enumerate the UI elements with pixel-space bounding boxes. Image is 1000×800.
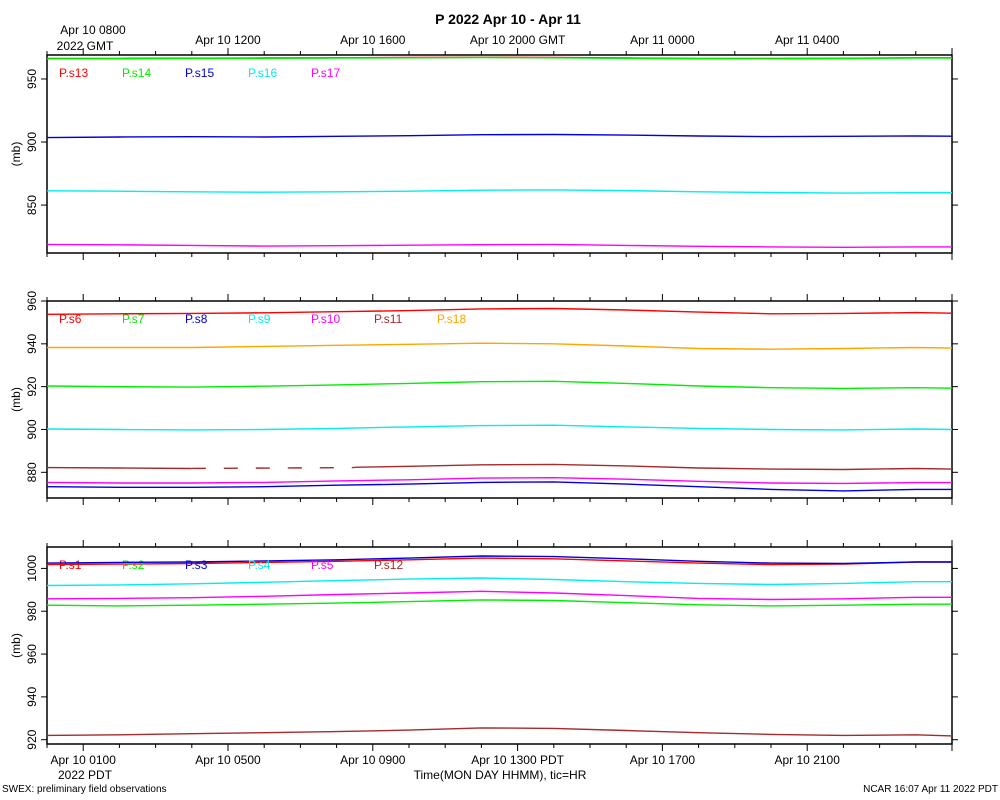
y-tick-label: 940 <box>25 687 39 707</box>
legend-label-P-s2: P.s2 <box>122 558 145 572</box>
footer-left-note: SWEX: preliminary field observations <box>2 784 167 795</box>
x-tick-label-gmt: Apr 10 2000 GMT <box>470 33 566 47</box>
series-line-P-s11 <box>46 463 953 471</box>
x-tick-label-pdt: Apr 10 0500 <box>195 753 261 767</box>
x-tick-label-pdt: Apr 10 2100 <box>775 753 841 767</box>
series-line-P-s18 <box>47 342 953 350</box>
legend-label-P-s17: P.s17 <box>311 66 340 80</box>
series-line-P-s7 <box>46 380 953 390</box>
series-line-P-s17 <box>46 243 952 249</box>
y-tick-label: 920 <box>25 729 39 749</box>
plot-frame <box>46 300 953 499</box>
x-tick-label-pdt: Apr 10 1700 <box>630 753 696 767</box>
y-tick-label: 1000 <box>25 555 39 582</box>
y-tick-label: 880 <box>25 462 39 482</box>
series-line-P-s1 <box>46 557 952 566</box>
series-line-P-s4 <box>46 577 952 587</box>
series-line-P-s2 <box>46 599 952 607</box>
legend-label-P-s7: P.s7 <box>122 312 145 326</box>
legend-label-P-s13: P.s13 <box>59 66 88 80</box>
x-tick-label-gmt: Apr 10 1200 <box>195 33 261 47</box>
x-tick-label-pdt: Apr 10 1300 PDT <box>471 753 564 767</box>
legend-label-P-s16: P.s16 <box>248 66 277 80</box>
series-line-P-s16 <box>46 189 952 194</box>
y-axis-label: (mb) <box>9 633 23 658</box>
series-line-P-s6 <box>46 307 953 315</box>
legend-label-P-s1: P.s1 <box>59 558 82 572</box>
top-left-timezone: 2022 GMT <box>57 39 114 53</box>
series-gap-mask <box>191 465 355 472</box>
y-tick-label: 950 <box>25 69 39 89</box>
plot-frame <box>46 54 953 254</box>
series-line-P-s8 <box>46 481 952 492</box>
legend-label-P-s9: P.s9 <box>248 312 271 326</box>
legend-label-P-s15: P.s15 <box>185 66 214 80</box>
legend-label-P-s18: P.s18 <box>437 312 466 326</box>
series-line-P-s5 <box>46 590 952 601</box>
y-tick-label: 920 <box>25 376 39 396</box>
legend-label-P-s4: P.s4 <box>248 558 271 572</box>
series-dashed-segment <box>191 466 355 470</box>
y-axis-label: (mb) <box>9 142 23 167</box>
series-line-P-s14 <box>46 56 952 60</box>
y-tick-label: 940 <box>25 333 39 353</box>
x-tick-label-gmt: Apr 10 1600 <box>340 33 406 47</box>
series-line-P-s12 <box>46 727 953 737</box>
legend-label-P-s6: P.s6 <box>59 312 82 326</box>
footer-right-note: NCAR 16:07 Apr 11 2022 PDT <box>863 784 998 795</box>
x-tick-label-pdt: Apr 10 0900 <box>340 753 406 767</box>
panels-group: 850 900 950 (mb) P.s13 P.s14 P.s15 P.s16 P.s17 88… <box>9 33 958 767</box>
series-line-P-s15 <box>46 133 953 139</box>
series-line-P-s9 <box>46 424 953 431</box>
panel-3: 920 940 960 980 1000 (mb) P.s1 P.s2 P.s3 P.s4 P.s5… <box>9 540 958 751</box>
series-line-P-s10 <box>46 476 952 485</box>
y-axis-label: (mb) <box>9 387 23 412</box>
y-tick-label: 980 <box>25 601 39 621</box>
x-tick-label-gmt: Apr 11 0000 <box>630 33 695 47</box>
x-tick-label-pdt: Apr 10 0100 <box>51 753 117 767</box>
legend-label-P-s8: P.s8 <box>185 312 208 326</box>
chart-title: P 2022 Apr 10 - Apr 11 <box>435 11 581 27</box>
x-axis-label: Time(MON DAY HHMM), tic=HR <box>414 768 587 782</box>
legend-label-P-s12: P.s12 <box>374 558 403 572</box>
series-line-P-s3 <box>46 555 952 565</box>
y-tick-label: 900 <box>25 132 39 152</box>
y-tick-label: 960 <box>25 291 39 311</box>
plot-frame <box>46 546 953 745</box>
legend-label-P-s3: P.s3 <box>185 558 208 572</box>
y-tick-label: 850 <box>25 195 39 215</box>
panel-1: 850 900 950 (mb) P.s13 P.s14 P.s15 P.s16 P.s17 <box>9 48 958 260</box>
legend-label-P-s14: P.s14 <box>122 66 151 80</box>
panel-2: 880 900 920 940 960 (mb) P.s6 P.s7 P.s8 P.s9 P.s10… <box>9 291 958 505</box>
x-tick-label-gmt: Apr 11 0400 <box>775 33 840 47</box>
y-tick-label: 900 <box>25 419 39 439</box>
top-left-time: Apr 10 0800 <box>60 23 126 37</box>
legend-label-P-s10: P.s10 <box>311 312 340 326</box>
bottom-left-timezone: 2022 PDT <box>58 768 113 782</box>
y-tick-label: 960 <box>25 644 39 664</box>
legend-label-P-s11: P.s11 <box>374 312 403 326</box>
legend-label-P-s5: P.s5 <box>311 558 334 572</box>
